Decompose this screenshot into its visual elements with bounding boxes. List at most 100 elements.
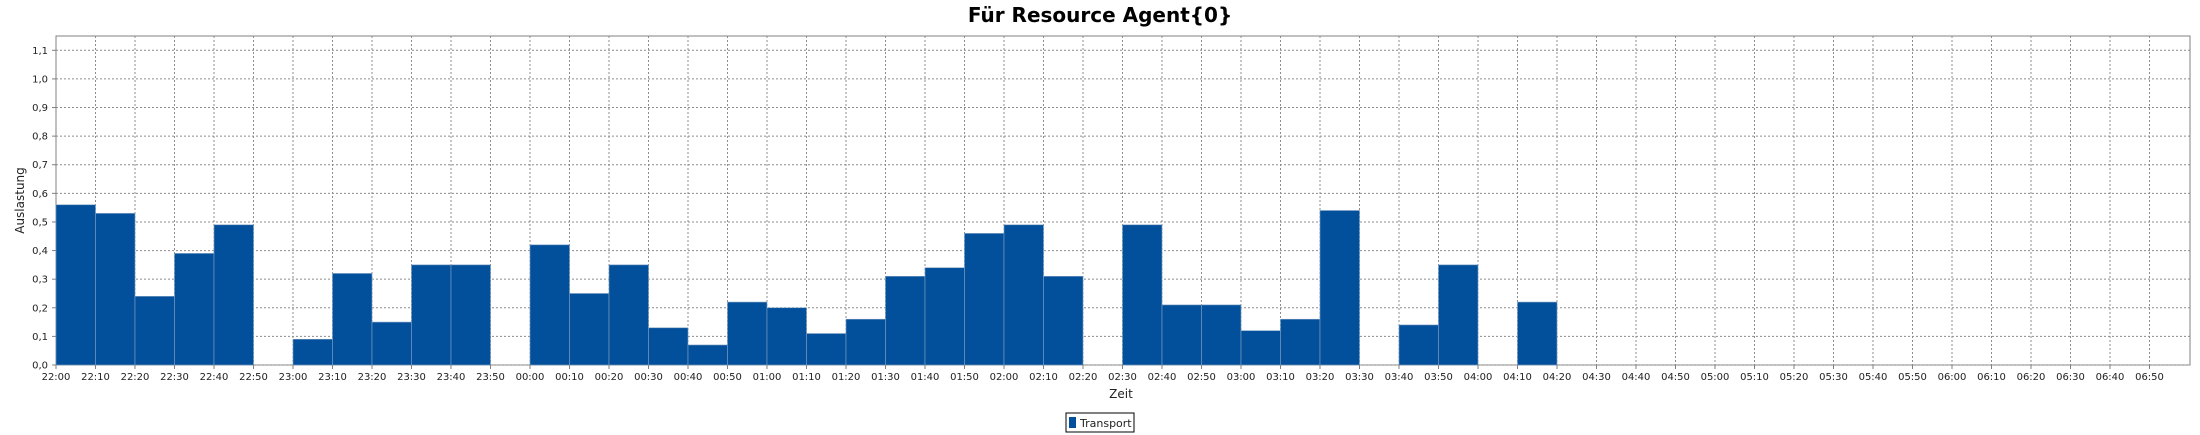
x-tick-label: 03:10 [1266,372,1295,383]
bar [1319,210,1360,366]
x-tick-label: 00:50 [713,372,742,383]
x-tick-label: 06:20 [2017,372,2046,383]
x-tick-label: 04:40 [1622,372,1651,383]
bar [964,233,1005,366]
y-tick-label: 0,7 [32,160,48,171]
y-tick-label: 0,9 [32,103,48,114]
y-tick-label: 1,0 [32,74,48,85]
legend: Transport [1065,412,1135,433]
x-tick-label: 02:10 [1029,372,1058,383]
y-tick-label: 1,1 [32,46,48,57]
y-tick-label: 0,1 [32,332,48,343]
bar [1003,224,1044,366]
chart-title: Für Resource Agent{0} [968,3,1232,27]
x-tick-label: 05:00 [1701,372,1730,383]
x-tick-label: 04:10 [1503,372,1532,383]
x-tick-label: 01:40 [911,372,940,383]
x-tick-label: 04:30 [1582,372,1611,383]
x-tick-label: 22:40 [200,372,229,383]
x-tick-label: 06:10 [1977,372,2006,383]
x-tick-label: 23:30 [397,372,426,383]
y-ticks: 0,0 0,1 0,2 0,3 0,4 0,5 0,6 0,7 0,8 0,9 1,0 1,1 [32,46,56,372]
bar [1240,330,1281,366]
grid [56,36,2190,366]
bar [687,344,728,366]
x-tick-label: 01:50 [950,372,979,383]
bar [292,338,333,366]
bar [529,244,570,366]
x-ticks: 22:00 22:10 22:20 22:30 22:40 22:50 23:00 23:10… [42,365,2164,383]
legend-label-transport: Transport [1079,417,1132,430]
x-tick-label: 23:40 [437,372,466,383]
bar [766,307,807,366]
x-tick-label: 00:40 [674,372,703,383]
x-tick-label: 03:30 [1345,372,1374,383]
x-tick-label: 22:20 [121,372,150,383]
bar [371,321,412,366]
bar [845,318,886,366]
bar [806,333,847,366]
y-tick-label: 0,3 [32,275,48,286]
x-tick-label: 00:10 [555,372,584,383]
x-tick-label: 04:50 [1661,372,1690,383]
y-tick-label: 0,8 [32,132,48,143]
y-tick-label: 0,5 [32,217,48,228]
legend-swatch-transport [1069,417,1076,428]
y-tick-label: 0,0 [32,361,48,372]
x-tick-label: 02:30 [1108,372,1137,383]
x-tick-label: 04:20 [1543,372,1572,383]
bar [95,213,136,366]
x-tick-label: 00:30 [634,372,663,383]
bar [1398,324,1439,366]
x-tick-label: 05:50 [1898,372,1927,383]
x-tick-label: 01:00 [753,372,782,383]
bar [1161,304,1202,366]
y-tick-label: 0,6 [32,189,48,200]
x-tick-label: 22:30 [160,372,189,383]
x-tick-label: 01:20 [832,372,861,383]
x-tick-label: 04:00 [1464,372,1493,383]
bar [1122,224,1163,366]
bar [727,301,768,366]
x-tick-label: 03:20 [1306,372,1335,383]
bar [411,264,452,366]
x-tick-label: 05:30 [1819,372,1848,383]
x-tick-label: 22:00 [42,372,71,383]
x-tick-label: 03:40 [1385,372,1414,383]
y-tick-label: 0,4 [32,246,48,257]
bar [569,293,610,366]
bar [885,276,926,366]
x-tick-label: 23:10 [318,372,347,383]
bar [1043,276,1084,366]
x-tick-label: 02:20 [1069,372,1098,383]
bar [1201,304,1242,366]
x-tick-label: 00:00 [516,372,545,383]
bar [174,253,215,366]
x-tick-label: 06:40 [2096,372,2125,383]
x-tick-label: 23:00 [279,372,308,383]
x-tick-label: 06:00 [1938,372,1967,383]
x-tick-label: 05:10 [1740,372,1769,383]
x-tick-label: 03:00 [1227,372,1256,383]
y-axis-label: Auslastung [13,167,27,234]
x-tick-label: 23:50 [476,372,505,383]
x-tick-label: 23:20 [358,372,387,383]
x-tick-label: 22:50 [239,372,268,383]
bar [1280,318,1321,366]
x-tick-label: 01:30 [871,372,900,383]
bar [450,264,491,366]
bar [1517,301,1558,366]
bar [332,273,373,366]
x-axis-label: Zeit [1109,387,1133,401]
x-tick-label: 03:50 [1424,372,1453,383]
x-tick-label: 05:20 [1780,372,1809,383]
bar [213,224,254,366]
bar [1438,264,1479,366]
x-tick-label: 06:50 [2135,372,2164,383]
bar [55,204,96,366]
x-tick-label: 06:30 [2056,372,2085,383]
x-tick-label: 02:50 [1187,372,1216,383]
legend-box [1065,412,1135,433]
bars [55,204,1558,366]
